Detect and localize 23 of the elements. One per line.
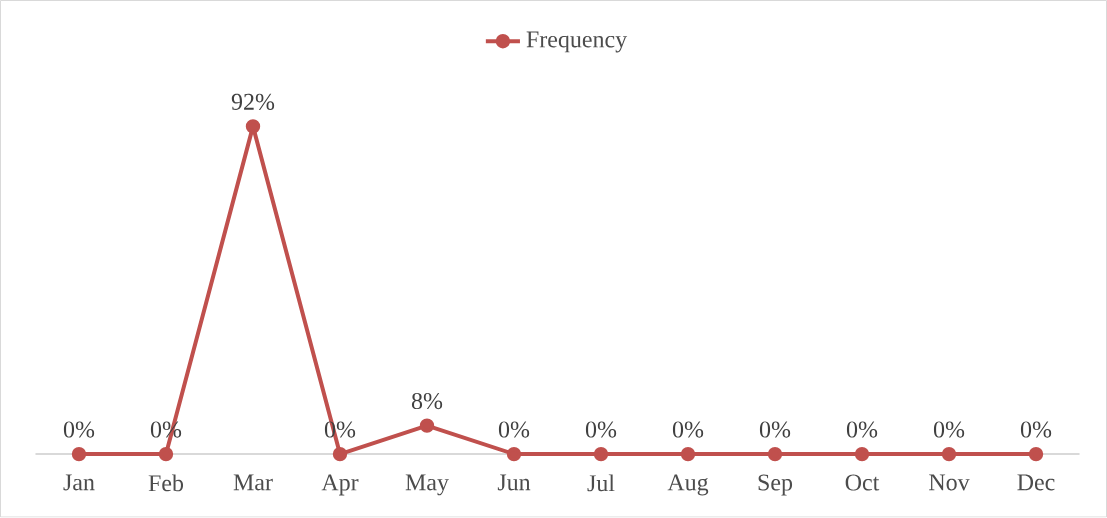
x-tick-label: Feb <box>148 474 184 492</box>
data-label: 0% <box>759 421 791 438</box>
data-label: 8% <box>411 393 443 410</box>
x-tick-label: May <box>405 474 449 496</box>
data-label: 92% <box>231 93 275 111</box>
data-label: 0% <box>672 421 704 438</box>
x-tick-label: Dec <box>1017 474 1055 491</box>
x-tick-label: Oct <box>845 474 880 491</box>
data-label: 0% <box>498 421 530 438</box>
legend-label: Frequency <box>526 31 628 53</box>
x-tick-label: Aug <box>667 474 709 496</box>
x-tick-label: Apr <box>321 474 359 496</box>
data-label: 0% <box>1020 421 1052 438</box>
data-label: 0% <box>63 421 95 438</box>
x-tick-label: Mar <box>233 474 273 491</box>
data-label: 0% <box>846 421 878 438</box>
x-tick-label: Sep <box>758 474 793 496</box>
x-tick-label: Jul <box>587 474 615 492</box>
x-tick-label: Jan <box>63 474 95 491</box>
data-label: 0% <box>585 421 617 438</box>
x-tick-label: Jun <box>497 474 531 491</box>
x-tick-label: Nov <box>929 474 970 491</box>
data-label: 0% <box>933 421 965 438</box>
